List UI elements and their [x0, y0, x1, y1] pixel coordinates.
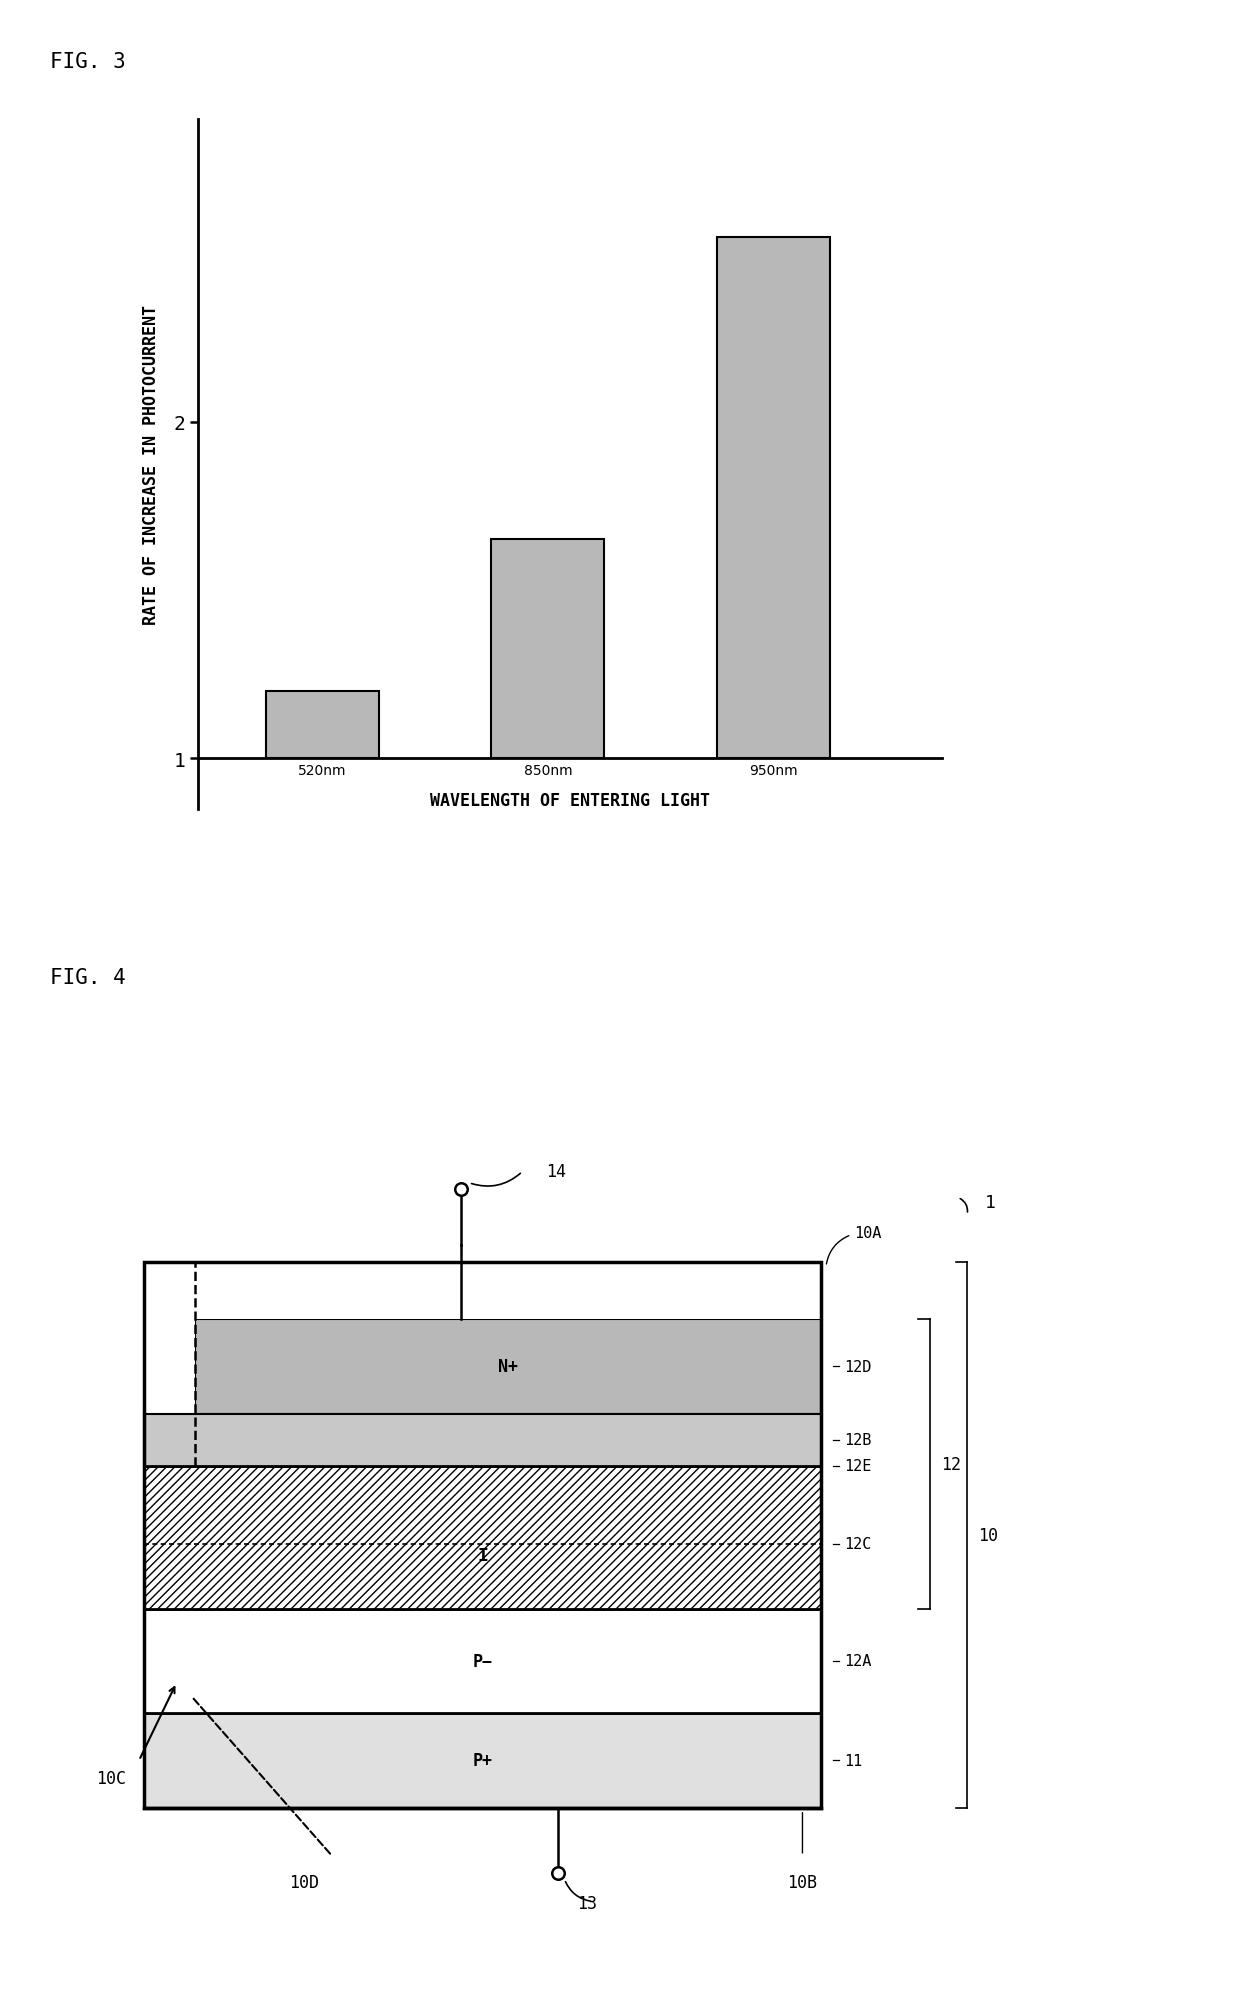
Text: 10D: 10D [289, 1872, 319, 1890]
Text: 12B: 12B [844, 1433, 872, 1449]
X-axis label: WAVELENGTH OF ENTERING LIGHT: WAVELENGTH OF ENTERING LIGHT [430, 791, 711, 809]
Text: 10: 10 [978, 1526, 998, 1544]
Bar [144, 1415, 821, 1467]
Bar [196, 1263, 821, 1467]
Y-axis label: RATE OF INCREASE IN PHOTOCURRENT: RATE OF INCREASE IN PHOTOCURRENT [141, 304, 160, 625]
Text: N+: N+ [498, 1357, 518, 1377]
Bar [144, 1608, 821, 1712]
Bar [144, 1263, 196, 1467]
Text: FIG. 4: FIG. 4 [50, 967, 125, 987]
Text: FIG. 3: FIG. 3 [50, 52, 125, 72]
Text: 12A: 12A [844, 1654, 872, 1668]
Text: I: I [477, 1546, 487, 1564]
Bar [196, 1319, 821, 1415]
Text: 12D: 12D [844, 1359, 872, 1375]
Bar [267, 691, 378, 759]
Text: P+: P+ [472, 1752, 492, 1770]
Text: 10B: 10B [787, 1872, 817, 1890]
Text: 10C: 10C [95, 1768, 125, 1786]
Text: 1: 1 [986, 1193, 996, 1211]
Bar [491, 539, 604, 759]
Bar [144, 1415, 821, 1467]
Bar [144, 1712, 821, 1808]
Text: 12E: 12E [844, 1459, 872, 1475]
Text: 12C: 12C [844, 1536, 872, 1552]
Bar [144, 1263, 821, 1808]
Text: 11: 11 [844, 1752, 862, 1768]
Text: P−: P− [472, 1652, 492, 1670]
Bar [717, 238, 830, 759]
Text: 14: 14 [546, 1163, 565, 1181]
Bar [144, 1263, 821, 1319]
Text: 13: 13 [577, 1894, 596, 1912]
Text: 12: 12 [941, 1455, 961, 1473]
Text: 10A: 10A [854, 1225, 882, 1241]
Bar [144, 1467, 821, 1608]
